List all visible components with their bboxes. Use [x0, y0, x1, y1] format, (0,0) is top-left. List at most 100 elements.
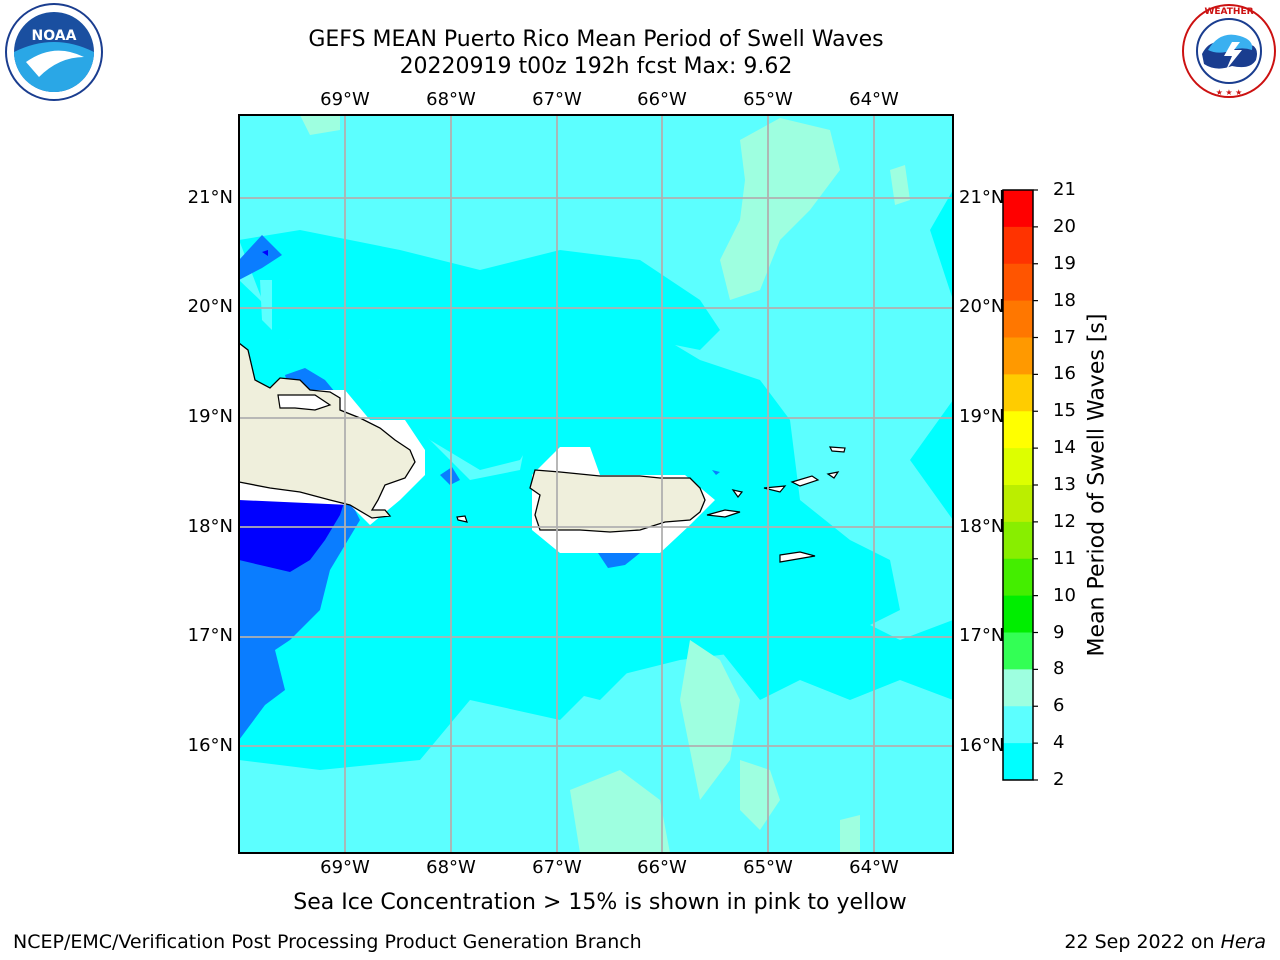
colorbar-tick-label: 18 — [1053, 289, 1076, 311]
swell-9-10-patch-4 — [740, 760, 780, 830]
lat-label-right: 20°N — [959, 296, 1005, 317]
colorbar-segment — [1003, 190, 1033, 228]
island-st-croix — [779, 551, 816, 563]
swell-2-4-west — [239, 500, 345, 572]
colorbar-segment — [1003, 300, 1033, 338]
lon-label-bottom: 67°W — [532, 857, 582, 878]
island-virgin-1 — [763, 485, 787, 493]
colorbar-tick-label: 16 — [1053, 363, 1076, 385]
colorbar-segment — [1003, 374, 1033, 412]
land-hispaniola — [239, 342, 416, 519]
colorbar-tick-label: 12 — [1053, 510, 1076, 532]
colorbar-tick-label: 10 — [1053, 584, 1076, 606]
footer-host: Hera — [1220, 931, 1266, 953]
island-virgin-2 — [790, 475, 820, 487]
swell-detail-2 — [885, 340, 915, 400]
swell-detail-1 — [835, 310, 855, 360]
swell-4-6-pr-south — [598, 553, 640, 568]
swell-9-10-patch-2 — [680, 640, 740, 800]
colorbar-segment — [1003, 448, 1033, 486]
swell-9-10-patch-3 — [570, 770, 670, 853]
gridlines — [239, 115, 953, 853]
colorbar-segment — [1003, 669, 1033, 707]
colorbar-tick-label: 17 — [1053, 326, 1076, 348]
colorbar-tick-label: 8 — [1053, 658, 1065, 680]
lon-label-top: 69°W — [320, 89, 370, 110]
land-hispaniola-inlet — [277, 394, 332, 411]
lon-label-bottom: 65°W — [743, 857, 793, 878]
colorbar-tick-label: 13 — [1053, 474, 1076, 495]
colorbar-segment — [1003, 485, 1033, 523]
swell-9-10-patch-7 — [300, 115, 340, 135]
swell-9-10-patch-1 — [720, 118, 840, 300]
swell-2-4-dot — [262, 250, 268, 256]
lat-label-left: 21°N — [187, 187, 233, 208]
nws-logo: WEATHER ★ ★ ★ — [1180, 2, 1278, 104]
swell-9-10-patch-6 — [840, 815, 860, 853]
noaa-logo: NOAA — [4, 2, 104, 106]
colorbar-tick-label: 6 — [1053, 695, 1065, 717]
island-culebra — [731, 489, 744, 498]
lon-label-bottom: 66°W — [637, 857, 687, 878]
colorbar-tick-label: 19 — [1053, 252, 1076, 274]
island-anegada — [828, 446, 846, 453]
footer-date-text: 22 Sep 2022 on — [1064, 931, 1221, 953]
swell-4-6-small — [712, 470, 720, 475]
footer-date: 22 Sep 2022 on Hera — [1064, 931, 1266, 953]
island-mona — [456, 515, 468, 523]
colorbar-tick-label: 4 — [1053, 732, 1065, 754]
lon-label-top: 64°W — [849, 89, 899, 110]
lat-label-right: 21°N — [959, 187, 1005, 208]
lat-label-left: 17°N — [187, 625, 233, 646]
island-virgin-3 — [826, 471, 840, 479]
colorbar-tick-label: 9 — [1053, 621, 1065, 643]
swell-9-10-patch-5 — [890, 165, 910, 205]
map-frame — [238, 114, 954, 854]
svg-text:★ ★ ★: ★ ★ ★ — [1216, 88, 1243, 97]
lon-label-top: 66°W — [637, 89, 687, 110]
colorbar-segment — [1003, 263, 1033, 302]
colorbar-segment — [1003, 595, 1033, 633]
swell-6-8-band — [239, 230, 720, 470]
colorbar-segment — [1003, 411, 1033, 449]
lon-label-bottom: 68°W — [426, 857, 476, 878]
colorbar-segment — [1003, 337, 1033, 375]
island-vieques — [706, 509, 741, 518]
lat-label-right: 17°N — [959, 625, 1005, 646]
colorbar-segment — [1003, 521, 1033, 560]
swell-4-6-nw — [239, 235, 282, 280]
colorbar-segment — [1003, 706, 1033, 744]
colorbar-tick-label: 11 — [1053, 547, 1076, 569]
sea-ice-note: Sea Ice Concentration > 15% is shown in … — [293, 890, 907, 915]
lon-label-bottom: 69°W — [320, 857, 370, 878]
lat-label-left: 19°N — [187, 406, 233, 427]
colorbar-tick-label: 21 — [1053, 179, 1076, 200]
noaa-logo-text: NOAA — [32, 28, 77, 44]
colorbar-segment — [1003, 558, 1033, 597]
colorbar-tick-label: 20 — [1053, 215, 1076, 237]
lat-label-left: 16°N — [187, 735, 233, 756]
chart-subtitle: 20220919 t00z 192h fcst Max: 9.62 — [399, 54, 793, 79]
colorbar-segment — [1003, 632, 1033, 670]
lon-label-bottom: 64°W — [849, 857, 899, 878]
svg-text:WEATHER: WEATHER — [1204, 7, 1253, 17]
colorbar-tick-label: 14 — [1053, 437, 1076, 459]
lat-label-right: 16°N — [959, 735, 1005, 756]
lat-label-left: 18°N — [187, 516, 233, 537]
lat-label-right: 18°N — [959, 516, 1005, 537]
colorbar — [1002, 189, 1038, 781]
colorbar-segment — [1003, 743, 1033, 781]
colorbar-tick-label: 2 — [1053, 769, 1065, 790]
lon-label-top: 68°W — [426, 89, 476, 110]
colorbar-segment — [1003, 226, 1033, 265]
lat-label-left: 20°N — [187, 296, 233, 317]
colorbar-title: Mean Period of Swell Waves [s] — [1084, 313, 1110, 657]
swell-detail-3 — [260, 280, 272, 330]
colorbar-tick-label: 15 — [1053, 400, 1076, 422]
footer-branch: NCEP/EMC/Verification Post Processing Pr… — [13, 931, 642, 953]
lat-label-right: 19°N — [959, 406, 1005, 427]
swell-4-6-mona — [440, 467, 460, 485]
lon-label-top: 65°W — [743, 89, 793, 110]
chart-title: GEFS MEAN Puerto Rico Mean Period of Swe… — [308, 27, 884, 52]
